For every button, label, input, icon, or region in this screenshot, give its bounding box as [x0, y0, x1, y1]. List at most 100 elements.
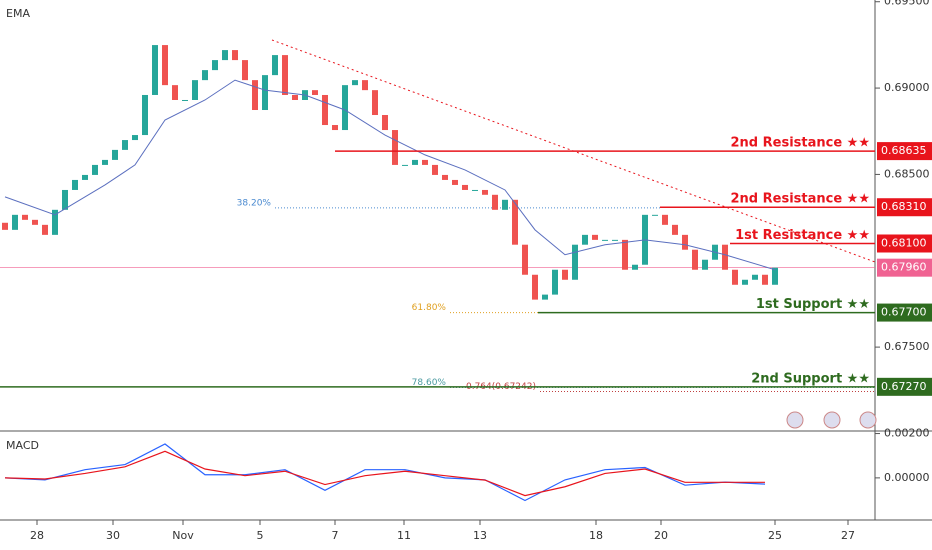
level-name: 1st Resistance ★★ [735, 228, 870, 243]
candle [122, 140, 128, 150]
candle [432, 164, 438, 175]
candle [412, 159, 418, 165]
candle [52, 209, 58, 235]
candle [512, 199, 518, 245]
candle [742, 279, 748, 285]
candle [592, 234, 598, 240]
price-tag [877, 377, 932, 396]
candle [732, 269, 738, 285]
candle [232, 50, 238, 61]
candle [652, 214, 658, 216]
y-tick-label: 0.67500 [884, 340, 930, 353]
price-tag-label: 0.67700 [881, 306, 927, 319]
candle [362, 80, 368, 91]
candle [322, 94, 328, 126]
candle [62, 189, 68, 210]
x-tick-label: 28 [30, 529, 44, 542]
candle [132, 135, 138, 141]
candle [762, 274, 768, 285]
x-tick-label: Nov [172, 529, 194, 542]
event-icons [786, 411, 877, 429]
candle [32, 219, 38, 225]
candle [282, 55, 288, 95]
indicator-label: EMA [6, 7, 30, 20]
candle [612, 239, 618, 241]
level-name: 1st Support ★★ [756, 297, 870, 312]
candle [632, 264, 638, 270]
y-tick-label: 0.69000 [884, 81, 930, 94]
price-tag-label: 0.67270 [881, 380, 927, 393]
macd-label: MACD [6, 439, 39, 452]
x-tick-label: 27 [841, 529, 855, 542]
candle [242, 60, 248, 81]
candle [482, 189, 488, 195]
candle [462, 184, 468, 190]
candle [182, 99, 188, 101]
x-tick-label: 5 [257, 529, 264, 542]
candle [542, 294, 548, 300]
candle [502, 199, 508, 210]
price-tag-label: 0.68100 [881, 236, 927, 249]
candle [372, 90, 378, 116]
candle [12, 214, 18, 230]
candle [312, 90, 318, 95]
price-tag [877, 303, 932, 322]
candle [552, 269, 558, 295]
candle [672, 224, 678, 235]
y-tick-label: 0.68500 [884, 167, 930, 180]
candle [332, 125, 338, 131]
flag-icon [859, 411, 877, 429]
candle [102, 159, 108, 165]
macd-line [4, 450, 765, 497]
candle [572, 244, 578, 280]
price-tag [877, 142, 932, 161]
candle [272, 55, 278, 76]
candle [442, 174, 448, 180]
candle [152, 45, 158, 95]
candle [472, 189, 478, 191]
candle [172, 85, 178, 100]
x-tick-label: 13 [473, 529, 487, 542]
x-tick-label: 7 [332, 529, 339, 542]
candle [682, 234, 688, 250]
candle [582, 234, 588, 245]
candle [692, 249, 698, 270]
candle [112, 149, 118, 160]
candle [2, 222, 8, 230]
ema-line [4, 79, 776, 271]
candle [262, 75, 268, 111]
flag-icon [823, 411, 841, 429]
candle [82, 174, 88, 180]
fib-label: 61.80% [412, 303, 447, 313]
x-tick-label: 11 [397, 529, 411, 542]
y-tick-label: 0.69500 [884, 0, 930, 8]
candle [382, 115, 388, 131]
candle [142, 94, 148, 136]
candle [342, 85, 348, 131]
candle [402, 164, 408, 166]
candle [252, 80, 258, 111]
candle [42, 224, 48, 235]
fib-label: 78.60% [412, 378, 447, 388]
x-tick-label: 25 [768, 529, 782, 542]
candle [22, 214, 28, 220]
candle [212, 60, 218, 71]
x-tick-label: 30 [106, 529, 120, 542]
flag-icon [786, 411, 804, 429]
candle [452, 179, 458, 185]
x-tick-label: 20 [654, 529, 668, 542]
level-name: 2nd Resistance ★★ [731, 136, 871, 151]
candle [722, 244, 728, 270]
candle [562, 269, 568, 280]
candle [662, 214, 668, 225]
y-tick-label: 0.00000 [884, 471, 930, 484]
candle [292, 94, 298, 100]
level-name: 2nd Resistance ★★ [731, 192, 871, 207]
macd-line [4, 443, 766, 502]
x-tick-label: 18 [589, 529, 603, 542]
level-name: 2nd Support ★★ [751, 371, 870, 386]
candle [202, 70, 208, 81]
candle [72, 179, 78, 190]
